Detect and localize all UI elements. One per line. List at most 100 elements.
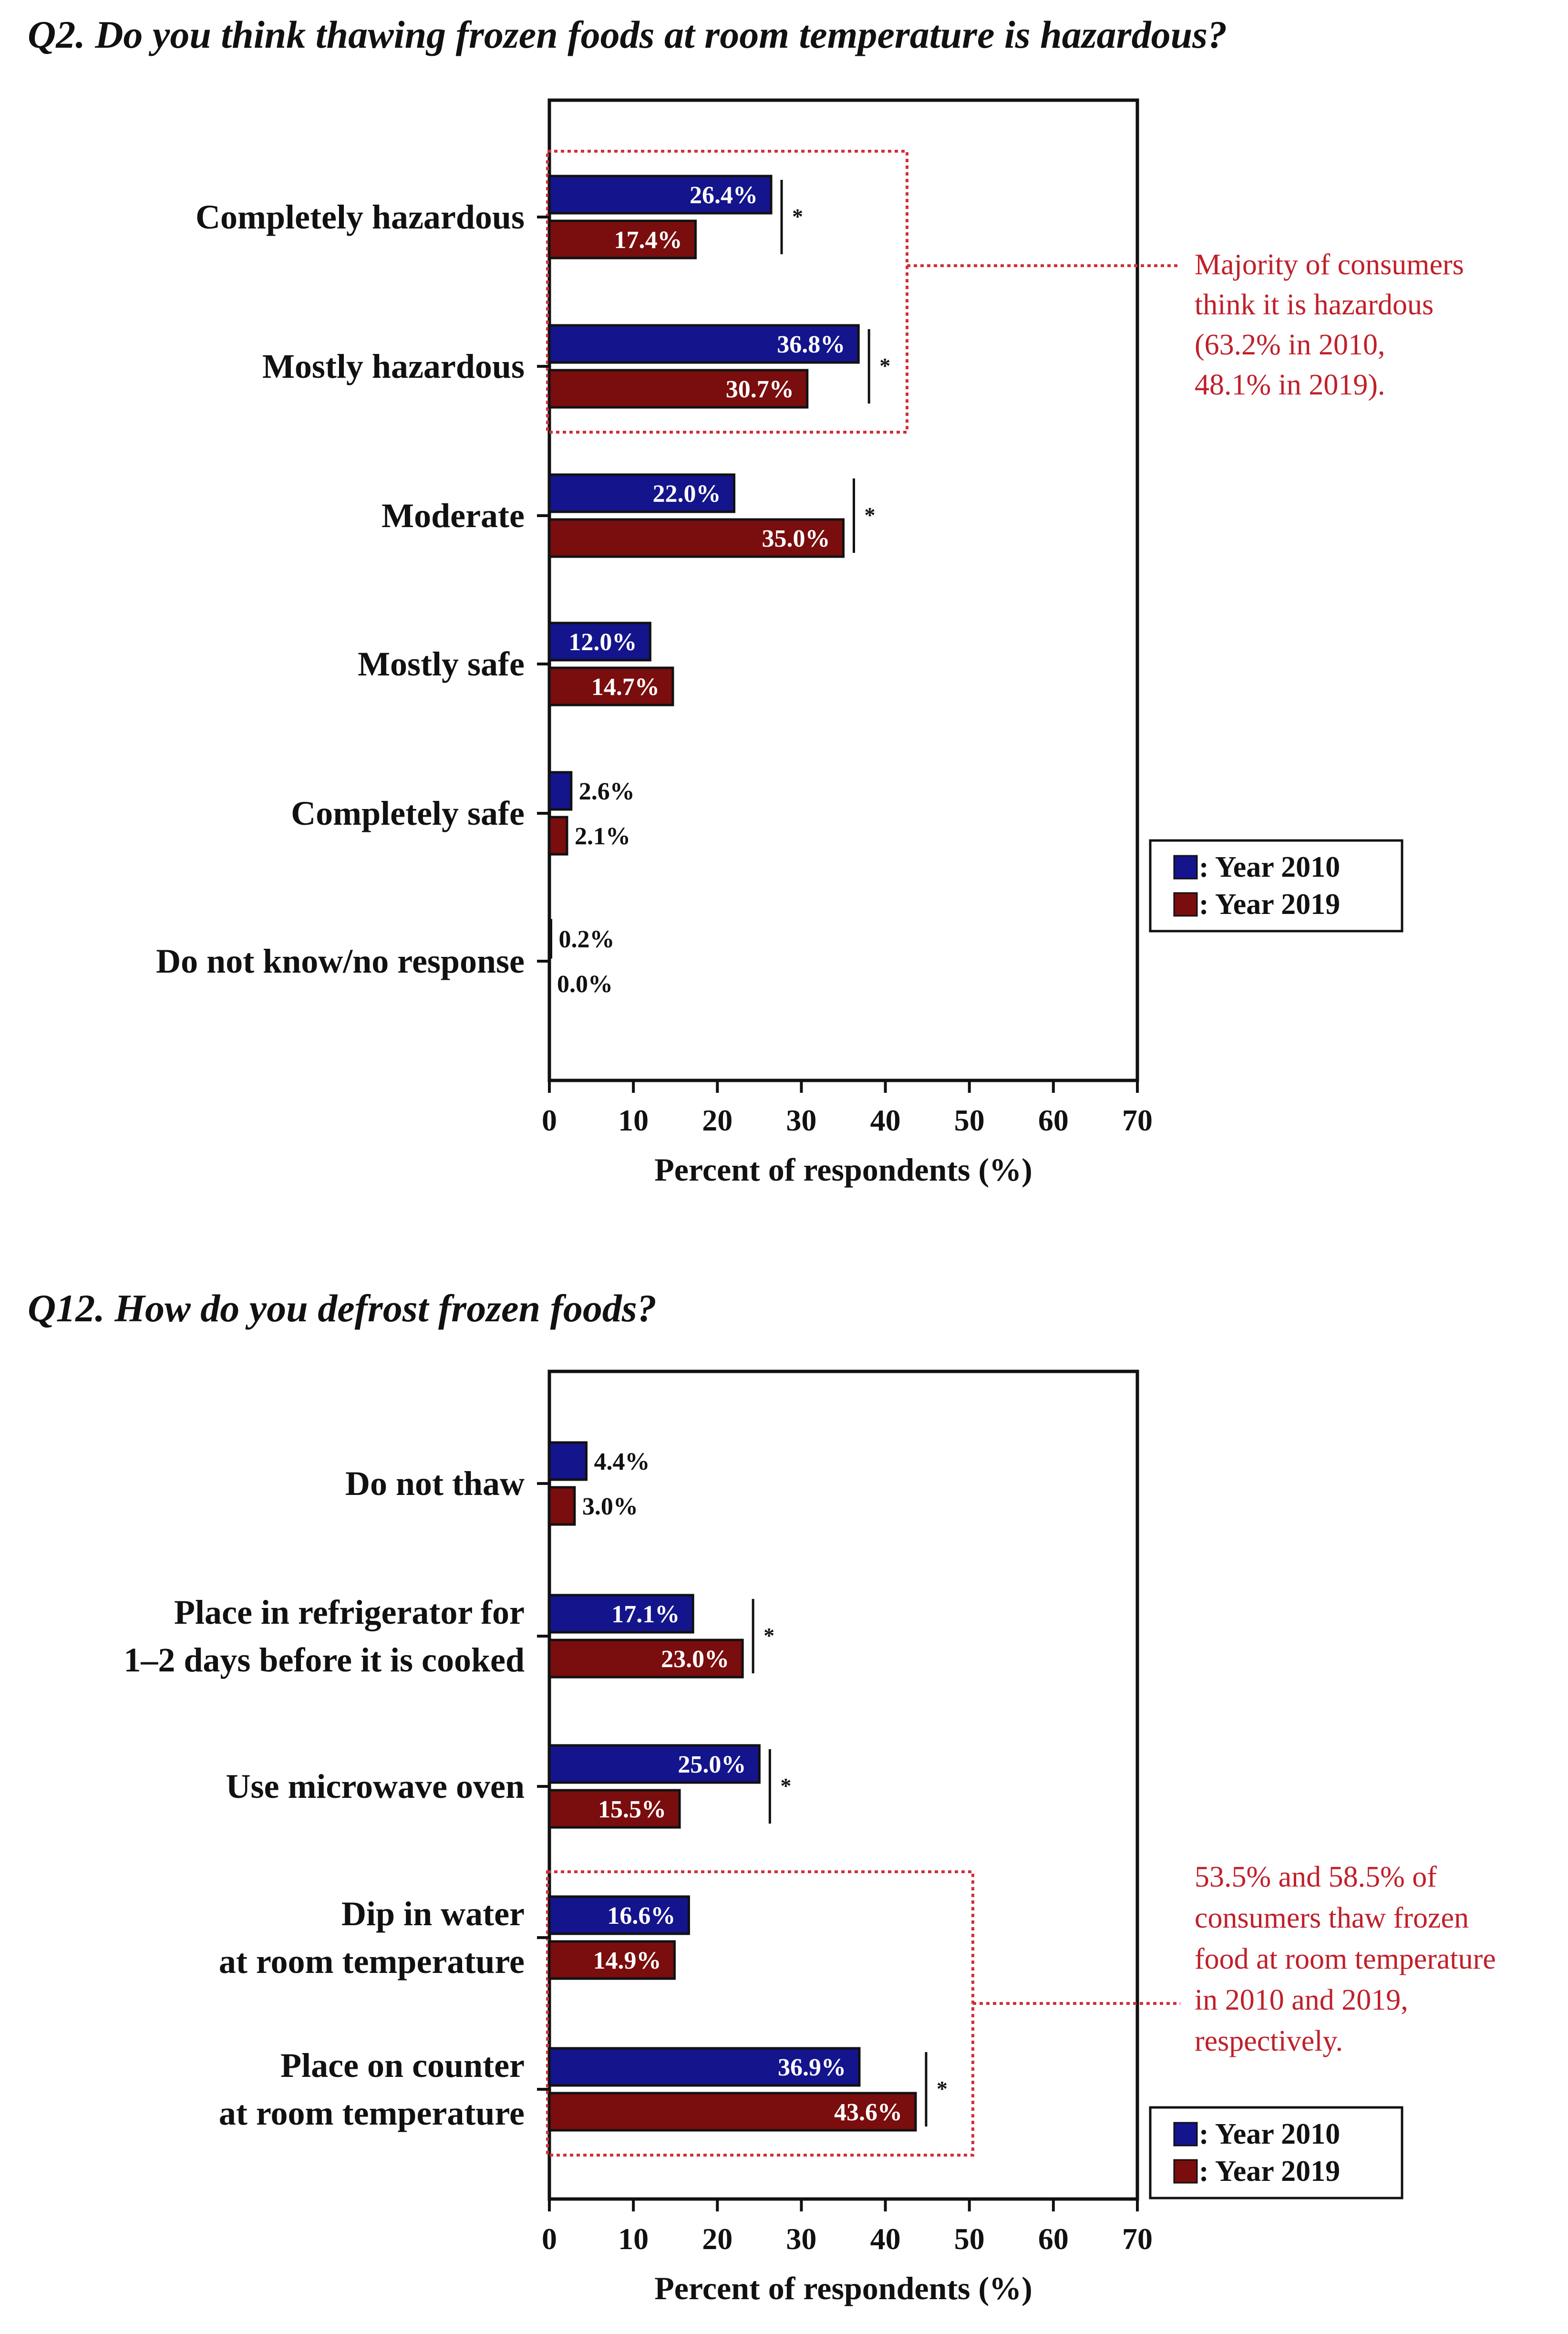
q12-category-label: Dip in water [341,1895,525,1933]
q12-data-label-2010: 17.1% [611,1601,680,1628]
q2-category-label: Moderate [382,497,525,535]
q12-bar-2019 [548,1789,681,1829]
q2-bar-2019 [548,666,674,706]
q2-x-tick-label: 50 [954,1103,985,1137]
q2-data-label-2019: 0.0% [557,971,613,998]
q12-data-label-2010: 4.4% [594,1448,650,1475]
q2-data-label-2010: 36.8% [777,331,845,358]
q2-bar-2010 [548,771,573,811]
q12-annotation-text: respectively. [1195,2025,1343,2057]
q12-bar-2010 [548,1441,588,1481]
q2-category-label: Do not know/no response [156,942,525,980]
q2-category-label: Completely hazardous [196,198,525,236]
q2-x-tick-label: 60 [1038,1103,1069,1137]
q2-data-label-2019: 17.4% [614,227,682,254]
q2-significance-marker: * [792,204,803,228]
q12-x-tick-label: 10 [618,2222,649,2256]
q2-annotation-text: think it is hazardous [1195,289,1434,321]
q2-data-label-2019: 14.7% [591,674,660,701]
q2-annotation-text: 48.1% in 2019). [1195,369,1385,401]
q12-bar-2019 [548,2092,917,2132]
q12-category-label: at room temperature [219,1942,525,1981]
q2-data-label-2010: 22.0% [653,480,721,508]
q12-category-label: Use microwave oven [226,1767,525,1805]
q12-data-label-2010: 25.0% [678,1751,746,1778]
q12-data-label-2019: 23.0% [661,1646,729,1673]
q2-annotation-text: Majority of consumers [1195,249,1464,281]
q12-bar-2019 [548,1486,576,1526]
q2-plot-frame [547,98,1139,1082]
q2-data-label-2019: 2.1% [575,823,630,850]
q2-category-label: Completely safe [291,794,525,832]
q12-category-label: Do not thaw [345,1464,525,1503]
q12-data-label-2019: 14.9% [593,1947,661,1974]
q2-legend-swatch-2010 [1173,855,1198,880]
q2-significance-marker: * [879,353,890,378]
q12-bar-2010 [548,1744,761,1784]
q12-x-axis-label: Percent of respondents (%) [654,2270,1032,2306]
q12-legend-label-2019: : Year 2019 [1199,2155,1340,2188]
q12-bar-2010 [548,1594,694,1634]
q2-data-label-2019: 30.7% [726,376,794,403]
q2-bar-2019 [548,369,809,409]
q2-category-label: Mostly safe [358,645,525,683]
q12-data-label-2010: 16.6% [607,1902,675,1929]
q2-x-tick-label: 40 [870,1103,901,1137]
q12-legend-swatch-2010 [1173,2122,1198,2147]
q2-significance-marker: * [865,503,876,527]
q12-annotation-text: consumers thaw frozen [1195,1902,1469,1934]
q12-data-label-2019: 3.0% [582,1493,638,1520]
q12-x-tick-label: 60 [1038,2222,1069,2256]
q12-annotation-text: in 2010 and 2019, [1195,1984,1408,2016]
q2-data-label-2010: 26.4% [690,182,758,209]
q2-annotation-text: (63.2% in 2010, [1195,329,1385,361]
q12-significance-marker: * [780,1774,791,1798]
q2-bar-2010 [548,473,736,513]
q12-data-label-2019: 43.6% [834,2099,902,2126]
q2-title: Q2. Do you think thawing frozen foods at… [28,13,1227,56]
q2-x-tick-label: 0 [542,1103,557,1137]
q12-highlight-box [546,1870,974,2157]
q12-data-label-2019: 15.5% [598,1796,666,1823]
q2-bar-2010 [548,175,773,215]
q12-significance-marker: * [763,1623,774,1648]
q12-x-tick-label: 40 [870,2222,901,2256]
q12-annotation-text: food at room temperature [1195,1943,1496,1975]
q2-data-label-2010: 0.2% [559,926,615,953]
q2-bar-2019 [548,518,845,558]
q12-annotation-text: 53.5% and 58.5% of [1195,1861,1437,1893]
q2-legend-swatch-2019 [1173,892,1198,917]
q2-bar-2019 [548,816,568,856]
q12-bar-2010 [548,2047,861,2087]
q12-category-label: Place on counter [280,2046,525,2085]
q2-bar-2010 [548,622,651,662]
q2-x-tick-label: 20 [702,1103,732,1137]
q2-legend-label-2010: : Year 2010 [1199,851,1340,883]
q2-category-label: Mostly hazardous [262,347,525,385]
q2-bar-2019 [548,219,697,259]
q2-data-label-2019: 35.0% [762,525,830,552]
q12-legend-swatch-2019 [1173,2159,1198,2184]
q12-legend-label-2010: : Year 2010 [1199,2118,1340,2150]
q2-x-tick-label: 30 [786,1103,816,1137]
q12-title: Q12. How do you defrost frozen foods? [28,1286,657,1330]
q2-legend-label-2019: : Year 2019 [1199,888,1340,921]
q12-significance-marker: * [937,2076,948,2101]
q2-bar-2010 [548,324,860,364]
q2-data-label-2010: 12.0% [568,629,637,656]
q12-x-tick-label: 0 [542,2222,557,2256]
q12-category-label: 1–2 days before it is cooked [124,1641,525,1679]
q12-x-tick-label: 30 [786,2222,816,2256]
q2-x-tick-label: 70 [1122,1103,1153,1137]
q12-category-label: at room temperature [219,2094,525,2132]
q12-x-tick-label: 70 [1122,2222,1153,2256]
q2-bar-2010 [548,919,553,959]
q2-x-tick-label: 10 [618,1103,649,1137]
q12-data-label-2010: 36.9% [778,2054,846,2081]
q12-bar-2010 [548,1895,690,1935]
q12-bar-2019 [548,1639,744,1679]
q12-x-tick-label: 20 [702,2222,732,2256]
q12-bar-2019 [548,1940,676,1980]
